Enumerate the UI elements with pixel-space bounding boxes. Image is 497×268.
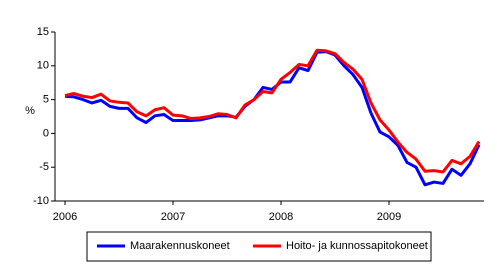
y-axis-label: % xyxy=(25,105,35,117)
x-tick-label: 2006 xyxy=(53,211,77,223)
legend-label: Hoito- ja kunnossapitokoneet xyxy=(286,240,428,252)
series-line xyxy=(64,50,481,187)
y-tick-label: 5 xyxy=(43,94,49,106)
y-tick-label: 15 xyxy=(37,26,49,38)
legend-label: Maarakennuskoneet xyxy=(130,240,230,252)
x-tick-label: 2009 xyxy=(377,211,401,223)
x-tick-label: 2007 xyxy=(161,211,185,223)
x-tick-label: 2008 xyxy=(269,211,293,223)
y-tick-label: 10 xyxy=(37,60,49,72)
y-tick-label: 0 xyxy=(43,127,49,139)
y-tick-label: -5 xyxy=(39,161,49,173)
y-tick-label: -10 xyxy=(33,195,49,207)
series-line xyxy=(64,48,481,174)
